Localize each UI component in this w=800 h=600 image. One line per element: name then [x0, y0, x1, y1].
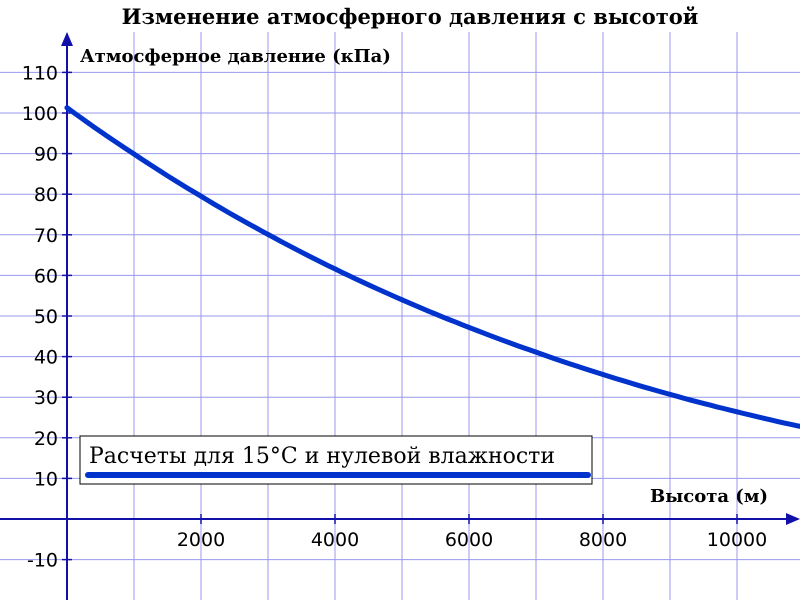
data-point — [332, 266, 338, 272]
y-tick-label: 50 — [34, 306, 58, 328]
tick-labels: 2000 4000 6000 8000 10000 -10 10 20 30 40 50 60 70 80… — [22, 62, 767, 571]
series-layer — [64, 105, 800, 429]
data-point — [466, 324, 472, 330]
data-point — [399, 297, 405, 303]
data-point — [265, 231, 271, 237]
y-tick-label: 30 — [34, 387, 58, 409]
data-point — [533, 349, 539, 355]
x-tick-label: 2000 — [177, 529, 225, 551]
y-tick-label: 70 — [34, 225, 58, 247]
series-line — [64, 105, 800, 429]
x-axis-arrow — [786, 513, 800, 525]
grid-lines — [0, 32, 800, 600]
data-point — [131, 151, 137, 157]
y-tick-label: 80 — [34, 184, 58, 206]
data-point — [600, 371, 606, 377]
y-tick-label: 40 — [34, 347, 58, 369]
data-point — [667, 391, 673, 397]
x-tick-label: 6000 — [445, 529, 493, 551]
y-tick-label: 20 — [34, 428, 58, 450]
chart-title: Изменение атмосферного давления с высото… — [122, 4, 699, 29]
y-tick-label: 60 — [34, 265, 58, 287]
x-tick-label: 4000 — [311, 529, 359, 551]
y-tick-label: 100 — [22, 103, 58, 125]
legend: Расчеты для 15°C и нулевой влажности — [79, 435, 593, 485]
x-axis-label: Высота (м) — [650, 486, 768, 507]
x-tick-label: 10000 — [707, 529, 767, 551]
y-tick-label: 110 — [22, 62, 58, 84]
y-axis-arrow — [61, 32, 73, 46]
data-point — [198, 193, 204, 199]
y-tick-label: 10 — [34, 468, 58, 490]
data-point — [64, 105, 70, 111]
axes — [0, 32, 800, 600]
y-tick-label: -10 — [27, 550, 58, 572]
legend-entry-label: Расчеты для 15°C и нулевой влажности — [89, 444, 555, 469]
data-point — [734, 409, 740, 415]
x-tick-label: 8000 — [579, 529, 627, 551]
y-axis-label: Атмосферное давление (кПа) — [80, 46, 391, 67]
y-tick-label: 90 — [34, 144, 58, 166]
